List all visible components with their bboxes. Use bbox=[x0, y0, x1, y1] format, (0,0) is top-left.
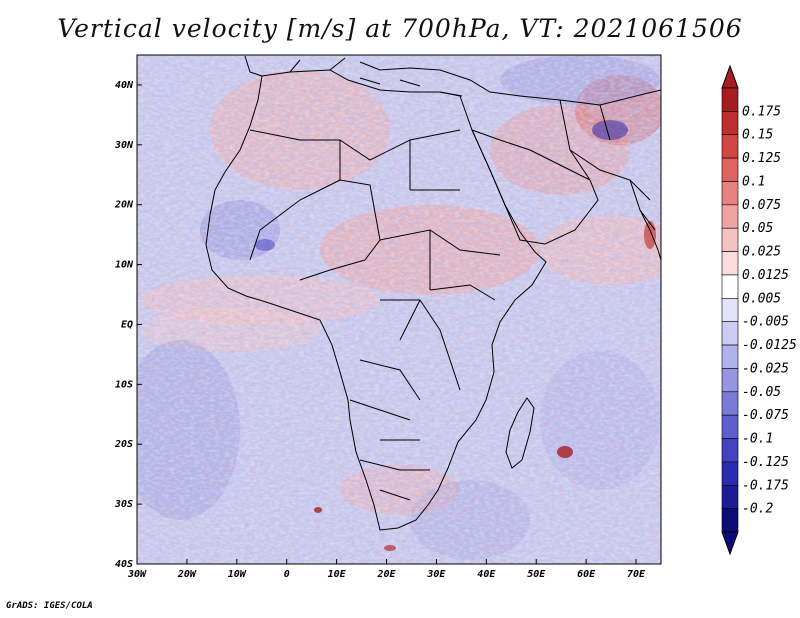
x-tick-label: 20E bbox=[376, 569, 396, 580]
colorbar-label: -0.175 bbox=[742, 478, 789, 493]
velocity-field bbox=[137, 55, 661, 564]
y-tick-label: 10S bbox=[115, 379, 133, 390]
colorbar-label: 0.05 bbox=[742, 221, 773, 236]
colorbar-swatch bbox=[721, 181, 739, 206]
colorbar-swatch bbox=[721, 111, 739, 136]
x-tick-label: 50E bbox=[527, 569, 546, 580]
colorbar-label: 0.005 bbox=[742, 291, 781, 306]
colorbar-swatch bbox=[721, 251, 739, 276]
colorbar-bottom-arrow bbox=[721, 531, 739, 556]
x-tick-label: 10W bbox=[228, 569, 247, 580]
colorbar-swatch bbox=[721, 508, 739, 533]
x-tick-label: 40E bbox=[477, 569, 496, 580]
colorbar-label: -0.05 bbox=[742, 385, 781, 400]
coastlines bbox=[205, 55, 661, 531]
colorbar-label: -0.0125 bbox=[742, 338, 797, 353]
x-tick-label: 10E bbox=[328, 569, 347, 580]
colorbar-label: 0.1 bbox=[742, 174, 765, 189]
europe-coastline bbox=[244, 55, 521, 97]
axes: 30W 20W 10W 0 10E 20E 30E 40E 50E 60E 70E 40N 30N 20N… bbox=[114, 80, 646, 580]
colorbar-swatch bbox=[721, 438, 739, 463]
colorbar-swatch bbox=[721, 157, 739, 182]
y-tick-label: 20N bbox=[114, 200, 134, 211]
colorbar-label: 0.15 bbox=[742, 128, 773, 143]
colorbar-label: 0.075 bbox=[742, 198, 781, 213]
y-tick-label: 40N bbox=[115, 80, 134, 91]
colorbar-swatch bbox=[721, 227, 739, 252]
y-tick-label: 40S bbox=[115, 559, 133, 570]
colorbar-swatch bbox=[721, 274, 739, 299]
x-tick-label: 70E bbox=[627, 569, 646, 580]
colorbar-label: 0.175 bbox=[742, 104, 781, 119]
x-tick-label: 20W bbox=[177, 569, 197, 580]
colorbar-label: -0.2 bbox=[742, 502, 773, 517]
x-tick-label: 30E bbox=[426, 569, 446, 580]
colorbar-swatch bbox=[721, 344, 739, 369]
x-tick-label: 0 bbox=[284, 569, 290, 580]
grads-credit: GrADS: IGES/COLA bbox=[6, 601, 93, 611]
y-tick-label: 30S bbox=[114, 499, 133, 510]
y-tick-label: 30N bbox=[114, 140, 134, 151]
colorbar-swatch bbox=[721, 414, 739, 439]
colorbar-swatch bbox=[721, 298, 739, 322]
x-tick-label: 30W bbox=[127, 569, 147, 580]
colorbar-label: -0.075 bbox=[742, 408, 789, 423]
colorbar-label: -0.005 bbox=[742, 315, 789, 330]
colorbar-top-arrow bbox=[721, 64, 739, 89]
country-borders bbox=[249, 129, 501, 501]
colorbar-label: 0.025 bbox=[742, 245, 781, 260]
colorbar-swatch bbox=[721, 134, 739, 159]
x-tick-label: 60E bbox=[577, 569, 596, 580]
map-title: Vertical velocity [m/s] at 700hPa, VT: 2… bbox=[57, 14, 743, 43]
y-tick-label: 10N bbox=[115, 260, 134, 271]
asia-borders bbox=[519, 89, 661, 231]
arabia-coastline bbox=[471, 129, 599, 245]
colorbar-swatch bbox=[721, 87, 739, 112]
india-coastline bbox=[639, 209, 661, 261]
colorbar-swatch bbox=[721, 368, 739, 393]
colorbar-swatch bbox=[721, 461, 739, 486]
colorbar: 0.175 0.15 0.125 0.1 0.075 0.05 0.025 0.0125 0.0… bbox=[721, 64, 797, 556]
plot-frame bbox=[136, 54, 662, 565]
y-tick-label: 20S bbox=[114, 439, 133, 450]
colorbar-label: -0.125 bbox=[742, 455, 789, 470]
colorbar-swatch bbox=[721, 484, 739, 509]
colorbar-swatch bbox=[721, 391, 739, 416]
colorbar-label: -0.025 bbox=[742, 361, 789, 376]
y-tick-label: EQ bbox=[121, 319, 133, 330]
colorbar-label: 0.0125 bbox=[742, 268, 789, 283]
colorbar-swatch bbox=[721, 321, 739, 346]
colorbar-label: -0.1 bbox=[742, 432, 773, 447]
madagascar-coastline bbox=[505, 397, 535, 469]
colorbar-swatch bbox=[721, 204, 739, 229]
colorbar-label: 0.125 bbox=[742, 151, 781, 166]
